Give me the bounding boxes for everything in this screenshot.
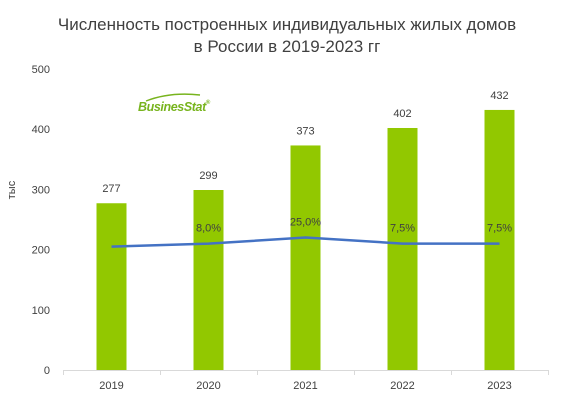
bar-value-label: 373 [296,125,314,137]
logo-swoosh-icon [145,93,201,102]
growth-label: 8,0% [196,223,221,235]
growth-label: 25,0% [290,217,321,229]
chart-title: Численность построенных индивидуальных ж… [0,14,574,58]
chart-title-line-2: в России в 2019-2023 гг [193,37,381,56]
bar-value-label: 299 [199,170,217,182]
bar-value-label: 402 [393,108,411,120]
y-tick-label: 200 [32,245,50,257]
y-tick-label: 500 [32,64,50,76]
x-tick-label: 2020 [196,380,220,392]
logo-registered-mark: ® [205,100,210,106]
y-tick-label: 0 [44,365,50,377]
y-tick-label: 100 [32,305,50,317]
x-tick-label: 2019 [99,380,123,392]
growth-label: 7,5% [487,223,512,235]
x-tick-label: 2023 [487,380,511,392]
x-tick-label: 2021 [293,380,317,392]
growth-label: 7,5% [390,223,415,235]
bar-value-label: 432 [490,90,508,102]
y-tick-label: 300 [32,184,50,196]
bar-value-label: 277 [102,183,120,195]
bar-2020 [193,190,224,370]
bar-2021 [290,145,321,370]
logo-text: BusinesStat [138,100,206,114]
bar-2023 [484,109,515,370]
bar-2022 [387,127,418,370]
y-tick-label: 400 [32,124,50,136]
bar-2019 [96,203,127,370]
businesstat-logo: BusinesStat® [138,93,210,114]
chart-title-line-1: Численность построенных индивидуальных ж… [57,15,517,34]
growth-line [111,236,500,248]
x-tick-label: 2022 [390,380,414,392]
